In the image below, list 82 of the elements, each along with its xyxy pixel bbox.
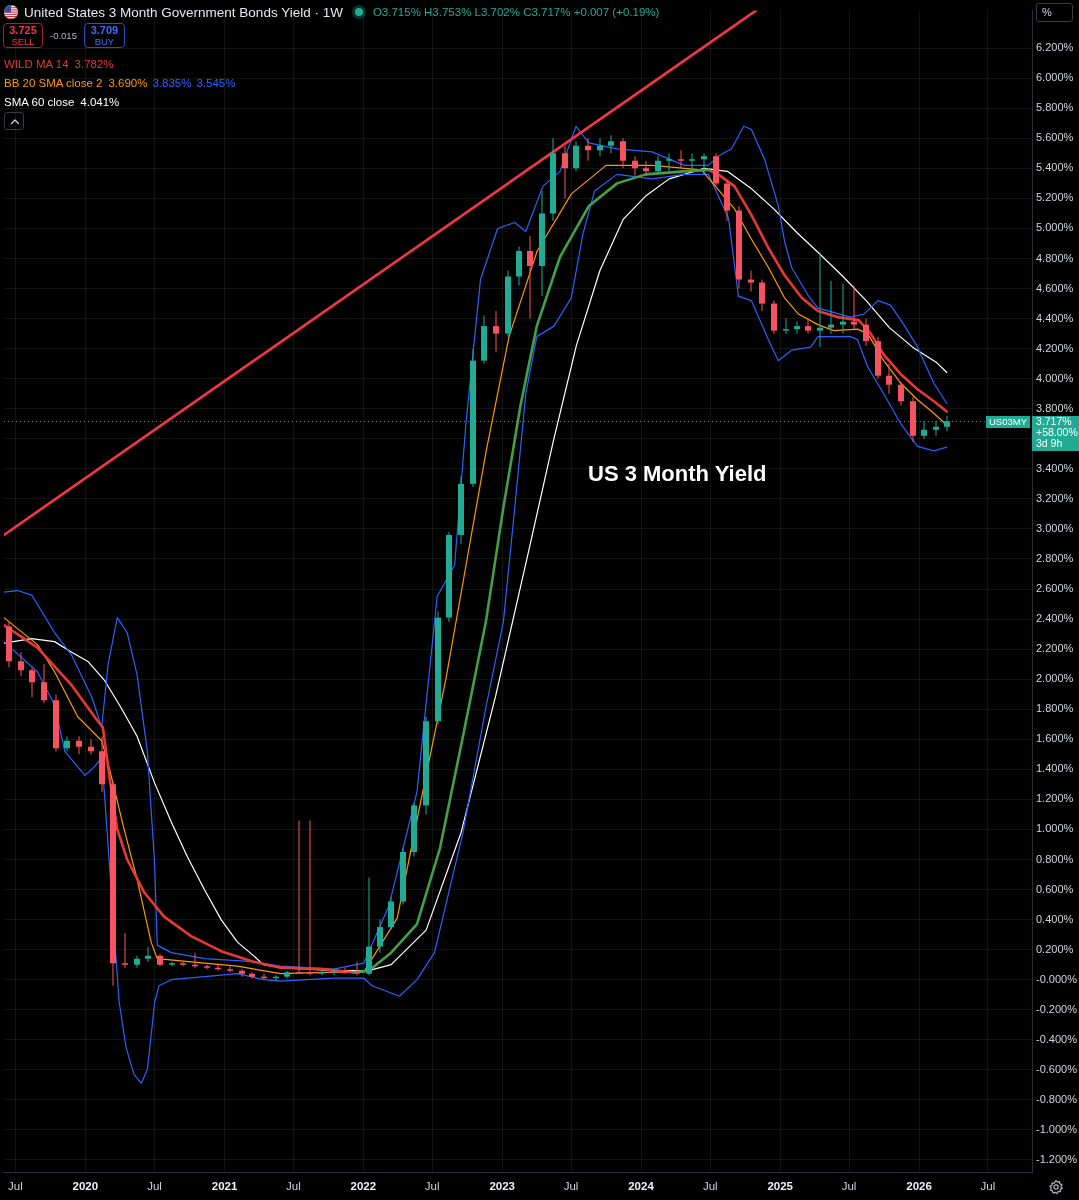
y-tick-label: 1.000% [1036,822,1074,835]
y-tick-label: -0.200% [1036,1002,1078,1015]
y-tick-label: 6.200% [1036,41,1074,54]
candlestick [122,933,128,968]
text: 3d 9h [1036,437,1064,449]
y-tick-label: 0.800% [1036,852,1074,865]
annotation: 4.041% [80,95,120,108]
y-tick-label: 2.400% [1036,612,1074,625]
x-tick-label: Jul [980,1180,996,1193]
y-tick-label: 4.200% [1036,341,1074,354]
candlestick [840,284,846,334]
annotation: 3.709 [90,23,119,36]
x-tick-label: Jul [563,1180,579,1193]
annotation: SELL [11,35,35,47]
y-tick-label: 5.800% [1036,101,1074,114]
y-tick-label: -0.400% [1036,1032,1078,1045]
x-tick-label: 2024 [628,1180,655,1193]
x-tick-label: Jul [286,1180,301,1193]
y-tick-label: -1.000% [1036,1122,1078,1135]
x-tick-label: 2021 [211,1180,238,1193]
y-tick-label: 3.800% [1036,401,1074,414]
y-tick-label: 5.000% [1036,221,1074,234]
annotation: -0.015 [50,30,77,41]
x-tick-label: 2022 [350,1180,377,1193]
sell-button: 3.725 SELL [3,23,43,48]
y-tick-label: 4.600% [1036,281,1074,294]
y-tick-label: 2.800% [1036,552,1074,565]
y-tick-label: -0.000% [1036,972,1078,985]
y-tick-label: 5.200% [1036,191,1074,204]
y-tick-label: 5.400% [1036,161,1074,174]
annotation: 3.690% [108,76,148,89]
candlestick [307,820,313,976]
y-tick-label: 1.400% [1036,762,1074,775]
candlestick [828,281,834,334]
annotation: 3.835% [152,76,192,89]
x-tick-label: Jul [841,1180,857,1193]
y-tick-label: 4.800% [1036,251,1074,264]
x-tick-label: 2020 [72,1180,99,1193]
text: US 3 Month Yield [588,461,767,487]
x-tick-label: Jul [147,1180,162,1193]
x-tick-label: Jul [8,1180,23,1193]
y-tick-label: 2.200% [1036,642,1074,655]
chart-title: United States 3 Month Government Bonds Yield · 1W [24,4,343,20]
annotation: BUY [94,35,115,47]
y-axis-title: % [1036,3,1073,22]
y-tick-label: 3.400% [1036,461,1074,474]
candlestick [817,252,823,348]
annotation: US03MY [985,416,1030,428]
ref-line-label: 3.717% [1036,415,1073,427]
annotation: O3.715% H3.753% L3.702% C3.717% +0.007 (+0.19%) [372,6,660,18]
y-tick-label: 0.400% [1036,912,1074,925]
y-tick-label: -1.200% [1036,1153,1078,1166]
text: +58.00% [1036,426,1079,438]
text: SMA 60 close [4,95,75,108]
y-tick-label: 3.200% [1036,491,1074,504]
x-tick-label: 2026 [906,1180,932,1193]
y-tick-label: 3.000% [1036,521,1074,534]
text: WILD MA 14 [4,57,69,70]
y-tick-label: 4.000% [1036,371,1074,384]
text: BB 20 SMA close 2 [4,76,103,89]
x-tick-label: 2025 [767,1180,794,1193]
y-tick-label: 2.000% [1036,672,1074,685]
y-tick-label: 1.600% [1036,732,1074,745]
x-tick-label: Jul [702,1180,718,1193]
annotation: 3.545% [196,76,236,89]
buy-button: 3.709 BUY [83,23,125,48]
candlestick [851,285,857,331]
y-tick-label: 0.600% [1036,882,1074,895]
y-tick-label: 5.600% [1036,131,1074,144]
x-tick-label: Jul [424,1180,440,1193]
y-tick-label: 1.800% [1036,702,1074,715]
y-tick-label: 6.000% [1036,71,1074,84]
x-tick-label: 2023 [489,1180,515,1193]
y-tick-label: -0.800% [1036,1092,1078,1105]
y-tick-label: 2.600% [1036,582,1074,595]
y-tick-label: -0.600% [1036,1062,1078,1075]
candlestick [296,820,302,974]
y-tick-label: 0.200% [1036,942,1074,955]
annotation: 3.725 [9,23,37,36]
annotation: 3.782% [74,57,114,70]
y-tick-label: 1.200% [1036,792,1074,805]
y-tick-label: 4.400% [1036,311,1074,324]
